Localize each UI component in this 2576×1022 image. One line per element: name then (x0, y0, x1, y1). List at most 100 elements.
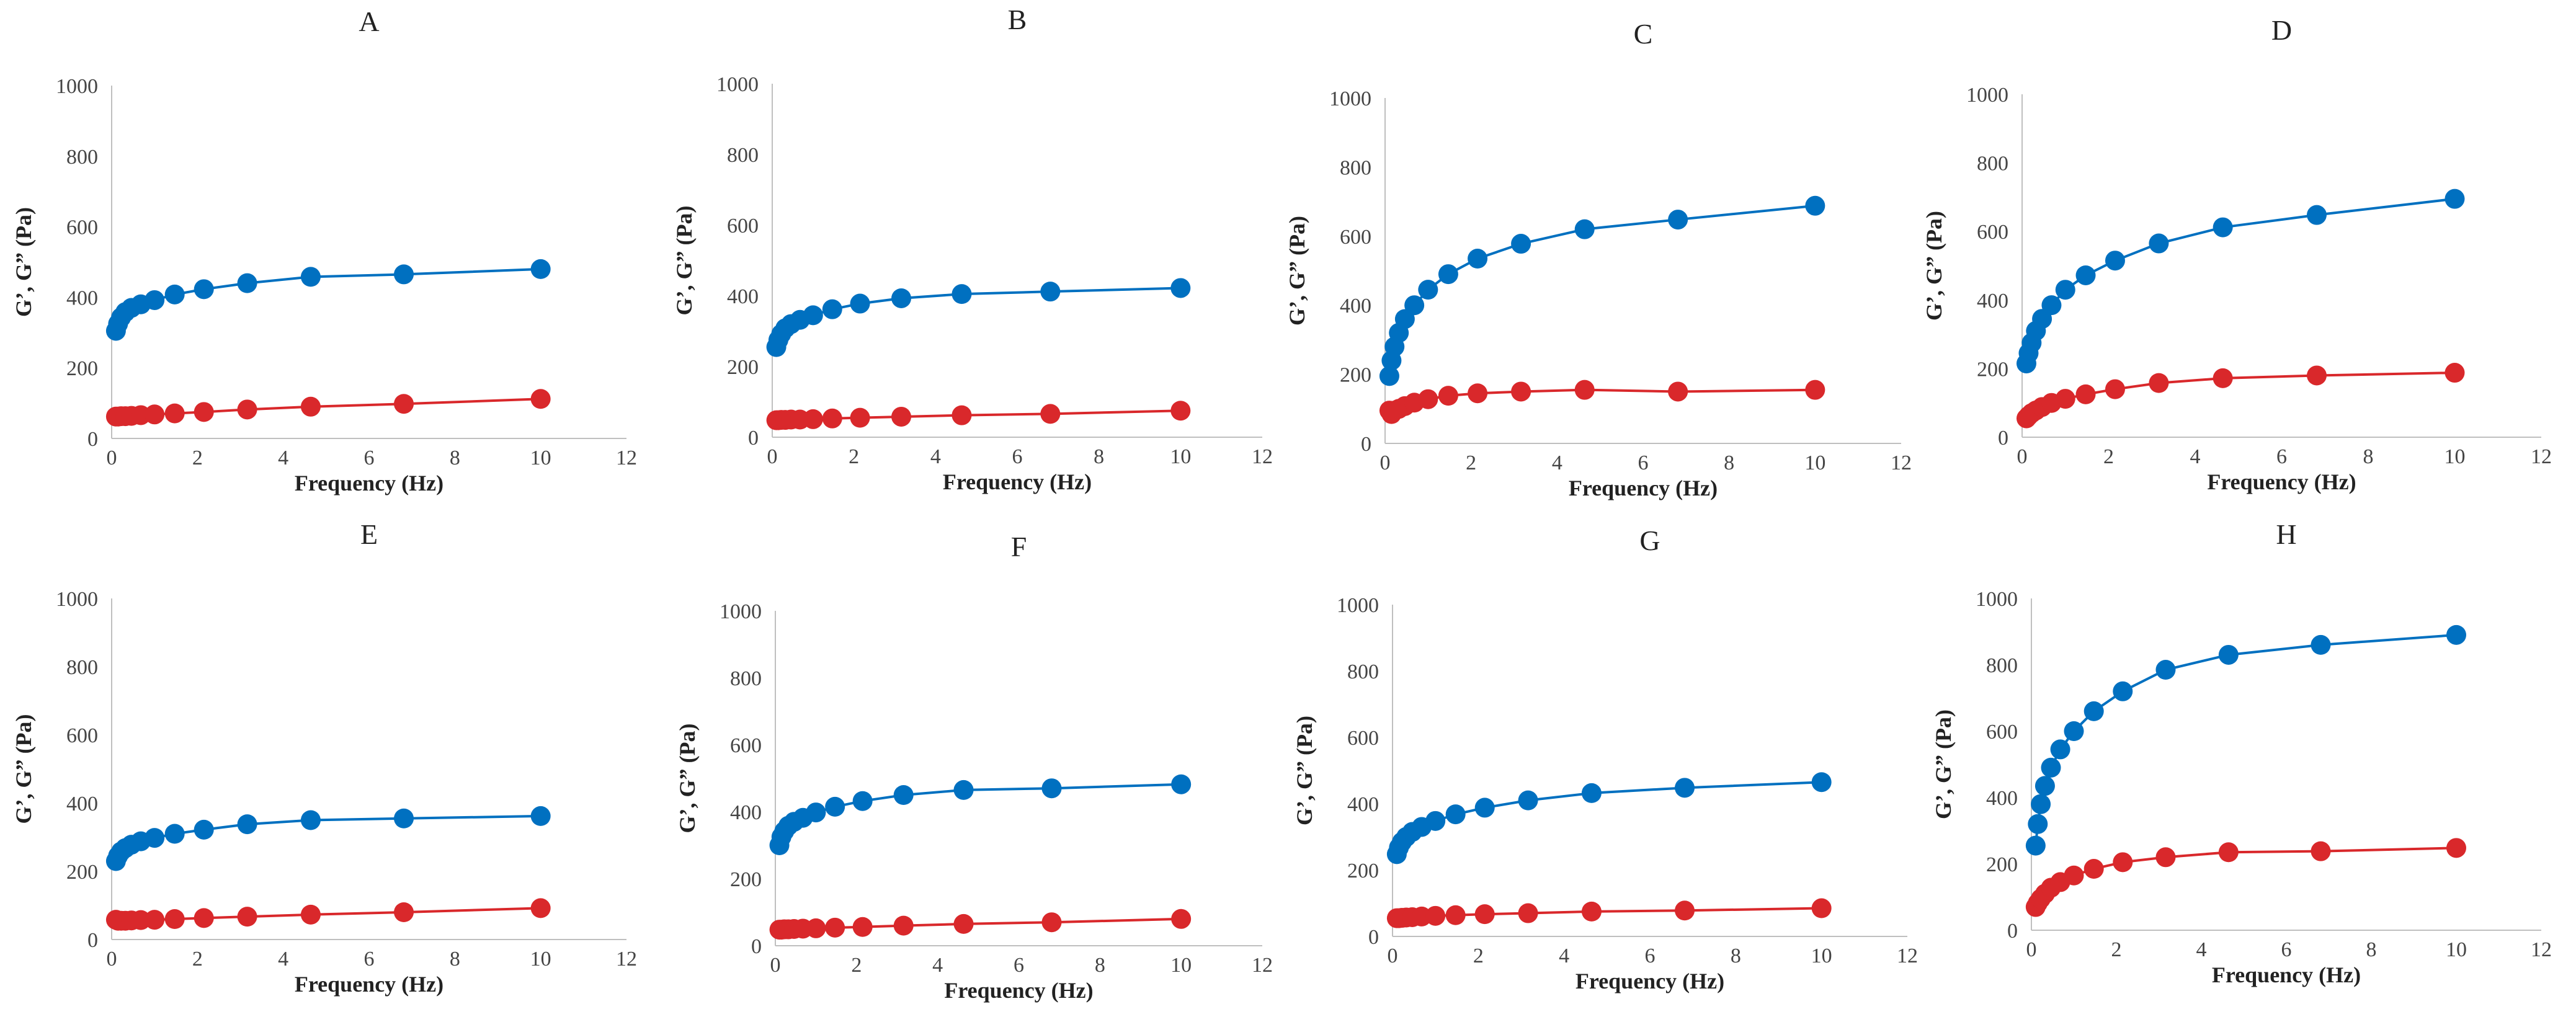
g-double-prime-point (2064, 865, 2084, 886)
g-prime-point (1811, 772, 1832, 793)
g-double-prime-point (2213, 368, 2233, 388)
panel-title: G (1639, 525, 1660, 556)
chart-panel-c: C 0 200 400 600 800 1000 0 2 4 6 8 10 12 Frequency (Hz… (1285, 18, 1912, 500)
panel-title: H (2276, 518, 2296, 550)
g-double-prime-point (891, 406, 912, 427)
chart-panel-b: B 0 200 400 600 800 1000 0 2 4 6 8 10 12 Frequency (Hz… (672, 4, 1273, 494)
g-prime-point (2041, 295, 2062, 316)
y-tick-label: 1000 (1976, 588, 2018, 611)
x-tick-label: 4 (930, 445, 941, 468)
y-tick-label: 0 (748, 427, 759, 450)
g-prime-point (237, 814, 257, 835)
g-prime-point (2075, 265, 2096, 285)
g-double-prime-point (1468, 383, 1488, 404)
x-tick-label: 4 (1559, 944, 1569, 967)
panel-title: B (1008, 4, 1027, 35)
g-prime-point (1404, 295, 1425, 316)
x-tick-label: 2 (849, 445, 859, 468)
x-tick-label: 6 (364, 447, 375, 469)
g-double-prime-point (300, 396, 321, 417)
g-prime-point (2155, 660, 2176, 680)
g-prime-point (164, 824, 185, 844)
x-tick-label: 10 (2446, 938, 2467, 961)
g-prime-point (530, 259, 551, 279)
g-double-prime-point (803, 409, 823, 429)
g-prime-point (237, 273, 257, 293)
g-double-prime-point (145, 910, 165, 930)
x-tick-label: 12 (1897, 944, 1918, 967)
g-double-prime-point (194, 908, 214, 928)
x-tick-label: 2 (1473, 944, 1484, 967)
g-double-prime-point (1445, 905, 1466, 925)
g-double-prime-point (1040, 404, 1061, 424)
y-tick-label: 800 (1977, 153, 2008, 176)
y-tick-label: 1000 (1966, 84, 2008, 107)
g-prime-point (850, 293, 870, 314)
g-double-prime-point (1171, 909, 1192, 929)
x-tick-label: 8 (1094, 445, 1104, 468)
panel-title: D (2271, 14, 2292, 46)
x-axis-label: Frequency (Hz) (943, 469, 1092, 494)
g-double-prime-point (1518, 903, 1538, 923)
y-tick-label: 400 (66, 287, 98, 309)
y-tick-label: 0 (1368, 926, 1379, 949)
y-tick-label: 800 (1340, 156, 1371, 179)
g-double-prime-point (825, 917, 845, 938)
g-prime-point (2050, 739, 2070, 760)
x-tick-label: 8 (2363, 445, 2374, 468)
g-prime-point (2028, 814, 2048, 834)
g-double-prime-point (1811, 898, 1832, 918)
chart-panel-f: F 0 200 400 600 800 1000 0 2 4 6 8 10 12 Frequency (Hz… (675, 531, 1273, 1003)
g-double-prime-point (1805, 380, 1825, 400)
y-tick-label: 600 (1986, 721, 2018, 744)
g-prime-point (891, 288, 912, 308)
y-tick-label: 0 (87, 929, 98, 952)
g-double-prime-point (1041, 912, 1062, 933)
g-double-prime-point (2105, 379, 2125, 399)
g-double-prime-point (1418, 389, 1438, 409)
g-prime-point (1518, 790, 1538, 811)
g-prime-point (2446, 624, 2466, 645)
g-prime-point (1468, 249, 1488, 269)
g-prime-point (953, 780, 974, 800)
x-tick-label: 10 (530, 447, 551, 469)
x-tick-label: 6 (1645, 944, 1656, 967)
chart-panel-d: D 0 200 400 600 800 1000 0 2 4 6 8 10 12 Frequency (Hz… (1922, 14, 2552, 494)
x-tick-label: 10 (2445, 445, 2466, 468)
g-prime-point (2113, 681, 2133, 701)
y-tick-label: 200 (66, 357, 98, 380)
x-tick-label: 0 (107, 447, 117, 469)
y-tick-label: 800 (730, 667, 762, 690)
y-tick-label: 0 (1998, 427, 2008, 450)
x-tick-label: 12 (1891, 451, 1912, 474)
g-prime-point (1418, 280, 1438, 300)
x-axis-label: Frequency (Hz) (1575, 969, 1724, 993)
y-tick-label: 1000 (716, 73, 759, 96)
y-tick-label: 600 (1977, 221, 2008, 244)
y-tick-label: 400 (727, 285, 759, 308)
x-tick-label: 4 (2190, 445, 2201, 468)
y-tick-label: 600 (1347, 727, 1379, 750)
x-tick-label: 2 (192, 948, 203, 971)
y-tick-label: 800 (1347, 660, 1379, 683)
x-tick-label: 2 (192, 447, 203, 469)
g-double-prime-point (850, 407, 870, 428)
g-double-prime-point (952, 405, 972, 425)
x-tick-label: 8 (450, 447, 460, 469)
g-double-prime-point (893, 915, 914, 936)
g-prime-point (194, 279, 214, 300)
x-tick-label: 12 (1252, 445, 1273, 468)
g-prime-point (2064, 721, 2084, 741)
g-double-prime-point (237, 907, 257, 927)
g-prime-point (2445, 189, 2465, 209)
y-axis-label: G’, G” (Pa) (1931, 709, 1956, 819)
g-prime-point (194, 819, 214, 840)
panel-title: F (1011, 531, 1027, 562)
x-tick-label: 0 (107, 948, 117, 971)
g-prime-point (2025, 835, 2046, 856)
g-prime-point (2084, 701, 2104, 721)
g-prime-point (1511, 234, 1531, 254)
g-double-prime-point (2155, 847, 2176, 868)
y-tick-label: 400 (66, 793, 98, 815)
g-prime-point (1438, 264, 1458, 285)
